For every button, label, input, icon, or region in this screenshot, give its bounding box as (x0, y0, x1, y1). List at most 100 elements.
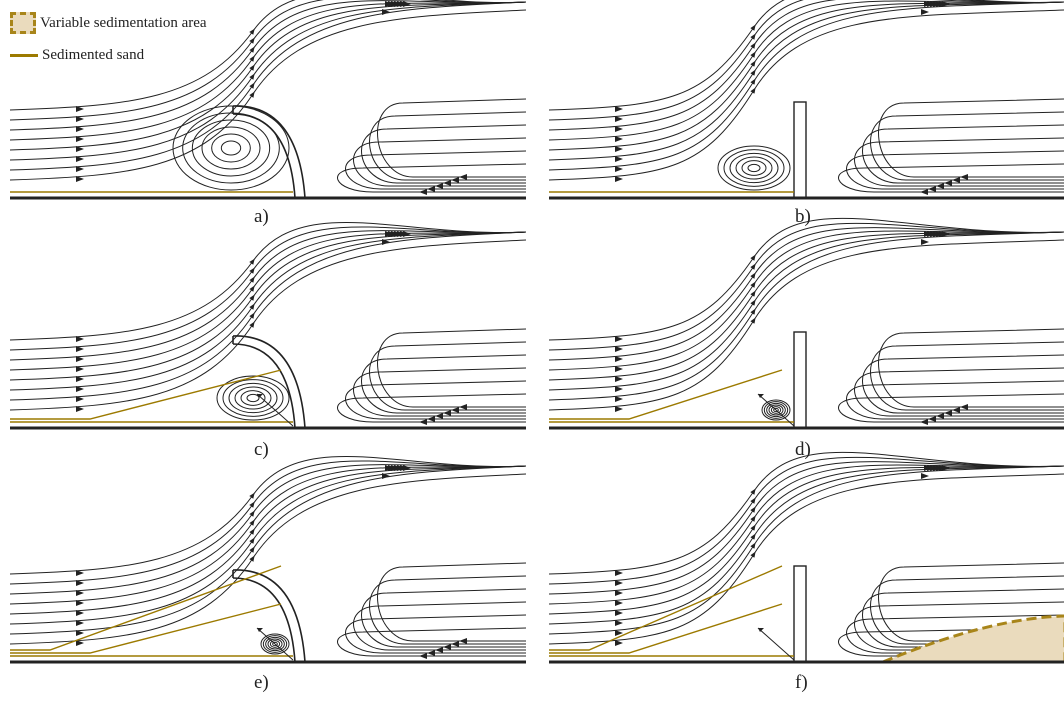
pointer-arrow (257, 394, 263, 398)
flow-arrow (403, 231, 411, 237)
flow-arrow (76, 620, 84, 626)
recirculation-line (862, 588, 1064, 648)
flow-arrow (435, 183, 443, 189)
panel-d (548, 217, 1064, 430)
recirculation-line (353, 137, 527, 187)
recirculation-line (878, 562, 1064, 642)
flow-arrow (615, 106, 623, 112)
flow-arrow (942, 465, 950, 471)
panel-c (9, 221, 527, 430)
flow-arrow (459, 404, 467, 410)
flow-arrow (615, 386, 623, 392)
streamline (548, 239, 1064, 411)
vortex-ring (269, 640, 281, 648)
flow-arrow (615, 336, 623, 342)
vortex-ring (763, 401, 789, 419)
flow-arrow (76, 346, 84, 352)
vortex-ring (272, 641, 278, 647)
flow-arrow (942, 231, 950, 237)
streamline (548, 456, 1064, 585)
streamline (9, 231, 527, 371)
flow-arrow (76, 146, 84, 152)
streamline (9, 221, 527, 341)
flow-arrow (76, 580, 84, 586)
flow-arrow (76, 126, 84, 132)
streamline (548, 0, 1064, 131)
recirculation-line (337, 393, 527, 423)
flow-arrow (936, 413, 944, 419)
streamline (9, 226, 527, 351)
flow-arrow (615, 620, 623, 626)
vortex-ring (717, 145, 791, 191)
recirculation-line (377, 98, 527, 178)
streamline (548, 473, 1064, 645)
pointer-arrow (758, 394, 764, 398)
vortex-ring (191, 119, 271, 177)
vortex-ring (211, 133, 251, 163)
flow-arrow (419, 419, 427, 425)
streamline (9, 1, 527, 161)
flow-arrow (427, 650, 435, 656)
recirculation-line (878, 98, 1064, 178)
streamline (548, 217, 1064, 341)
flow-arrow (615, 146, 623, 152)
recirculation-line (337, 163, 527, 193)
streamline (548, 461, 1064, 595)
flow-arrow (936, 183, 944, 189)
flow-arrow (459, 174, 467, 180)
flow-arrow (615, 356, 623, 362)
streamline (9, 473, 527, 645)
vortex-ring (262, 635, 288, 653)
panel-f (548, 451, 1064, 664)
flow-arrow (76, 376, 84, 382)
recirculation-line (846, 380, 1064, 420)
panel-label-b: b) (795, 206, 811, 227)
vortex-ring (222, 379, 284, 417)
variable-area-swatch (10, 12, 36, 34)
streamline (9, 1, 527, 141)
streamline (548, 222, 1064, 351)
flow-arrow (615, 640, 623, 646)
flow-arrow (419, 653, 427, 659)
sand-line (10, 369, 282, 420)
streamline (9, 231, 527, 391)
pointer-line (256, 393, 294, 427)
flow-arrow (920, 189, 928, 195)
straight-barrier (793, 331, 807, 429)
vortex-ring (260, 633, 290, 655)
recirculation-line (838, 627, 1064, 657)
flow-arrow (443, 644, 451, 650)
vortex-ring (729, 152, 779, 184)
sand-line (10, 603, 282, 654)
flow-arrow (76, 640, 84, 646)
streamline (9, 0, 527, 111)
recirculation-line (369, 111, 527, 181)
vortex-ring (220, 140, 242, 156)
streamline (9, 231, 527, 401)
streamline (9, 465, 527, 635)
flow-arrow (451, 407, 459, 413)
sand-line (549, 603, 783, 654)
sedimented-sand-swatch (10, 53, 38, 57)
curved-barrier (232, 105, 306, 199)
recirculation-line (369, 341, 527, 411)
flow-arrow (76, 600, 84, 606)
recirculation-line (854, 367, 1064, 417)
flow-arrow (403, 1, 411, 7)
straight-barrier (793, 565, 807, 663)
flow-arrow (615, 396, 623, 402)
flow-arrow (615, 590, 623, 596)
flow-arrow (76, 406, 84, 412)
streamline (9, 465, 527, 615)
streamline (548, 465, 1064, 635)
flow-arrow (403, 465, 411, 471)
flow-arrow (76, 336, 84, 342)
flow-arrow (76, 176, 84, 182)
recirculation-line (870, 575, 1064, 645)
flow-arrow (615, 610, 623, 616)
flow-arrow (928, 186, 936, 192)
flow-arrow (615, 600, 623, 606)
vortex-ring (766, 402, 786, 418)
curved-barrier (232, 343, 296, 429)
